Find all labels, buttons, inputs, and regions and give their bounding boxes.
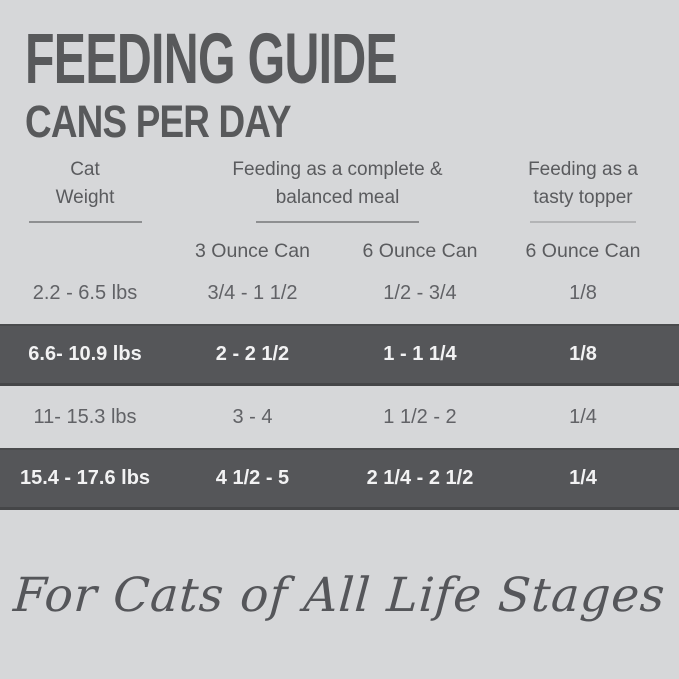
header-tasty-topper: Feeding as a tasty topper xyxy=(505,156,679,223)
table-row-highlighted: 15.4 - 17.6 lbs 4 1/2 - 5 2 1/4 - 2 1/2 … xyxy=(0,448,679,510)
cell-weight: 6.6- 10.9 lbs xyxy=(28,343,142,365)
subheader-6oz-can: 6 Ounce Can xyxy=(362,239,478,262)
cell-topper: 1/8 xyxy=(569,281,597,304)
cell-3oz-meal: 4 1/2 - 5 xyxy=(215,467,290,489)
table-row: 11- 15.3 lbs 3 - 4 1 1/2 - 2 1/4 xyxy=(0,386,679,448)
header-cat-weight-line1: Cat xyxy=(70,159,100,180)
tagline-script-text: For Cats of All Life Stages xyxy=(11,568,668,623)
subheader-spacer xyxy=(0,238,170,264)
cell-3oz-meal: 3/4 - 1 1/2 xyxy=(207,281,298,304)
cell-6oz-meal: 1 - 1 1/4 xyxy=(383,343,457,365)
header-cat-weight-line2: Weight xyxy=(55,187,115,208)
cell-6oz-meal: 1/2 - 3/4 xyxy=(383,281,457,304)
cell-weight: 11- 15.3 lbs xyxy=(33,405,137,428)
table-subheader-row: 3 Ounce Can 6 Ounce Can 6 Ounce Can xyxy=(0,238,679,264)
cell-weight: 15.4 - 17.6 lbs xyxy=(19,467,151,489)
cell-6oz-meal: 2 1/4 - 2 1/2 xyxy=(366,467,474,489)
header-balanced-meal-line2: balanced meal xyxy=(275,187,400,208)
header-tasty-topper-line1: Feeding as a xyxy=(528,159,638,180)
cell-3oz-meal: 2 - 2 1/2 xyxy=(215,343,290,365)
header-underline xyxy=(529,221,636,223)
subheader-6oz-topper-can: 6 Ounce Can xyxy=(525,239,641,262)
subheader-3oz-can: 3 Ounce Can xyxy=(195,239,310,262)
cell-weight: 2.2 - 6.5 lbs xyxy=(32,281,138,304)
table-header-row: Cat Weight Feeding as a complete & balan… xyxy=(0,156,679,223)
header-underline xyxy=(256,221,419,223)
header-balanced-meal-line1: Feeding as a complete & xyxy=(232,159,443,180)
cell-topper: 1/4 xyxy=(569,467,597,489)
header-balanced-meal: Feeding as a complete & balanced meal xyxy=(170,156,505,223)
page-subtitle: CANS PER DAY xyxy=(25,96,291,147)
page-title: FEEDING GUIDE xyxy=(25,20,398,99)
table-row-highlighted: 6.6- 10.9 lbs 2 - 2 1/2 1 - 1 1/4 1/8 xyxy=(0,324,679,386)
cell-topper: 1/8 xyxy=(569,343,597,365)
header-cat-weight: Cat Weight xyxy=(0,156,170,223)
header-tasty-topper-line2: tasty topper xyxy=(533,187,633,208)
header-underline xyxy=(28,221,142,223)
cell-topper: 1/4 xyxy=(569,405,597,428)
table-row: 2.2 - 6.5 lbs 3/4 - 1 1/2 1/2 - 3/4 1/8 xyxy=(0,262,679,324)
title-block: FEEDING GUIDE CANS PER DAY xyxy=(25,24,572,144)
cell-6oz-meal: 1 1/2 - 2 xyxy=(383,405,457,428)
cell-3oz-meal: 3 - 4 xyxy=(232,405,273,428)
